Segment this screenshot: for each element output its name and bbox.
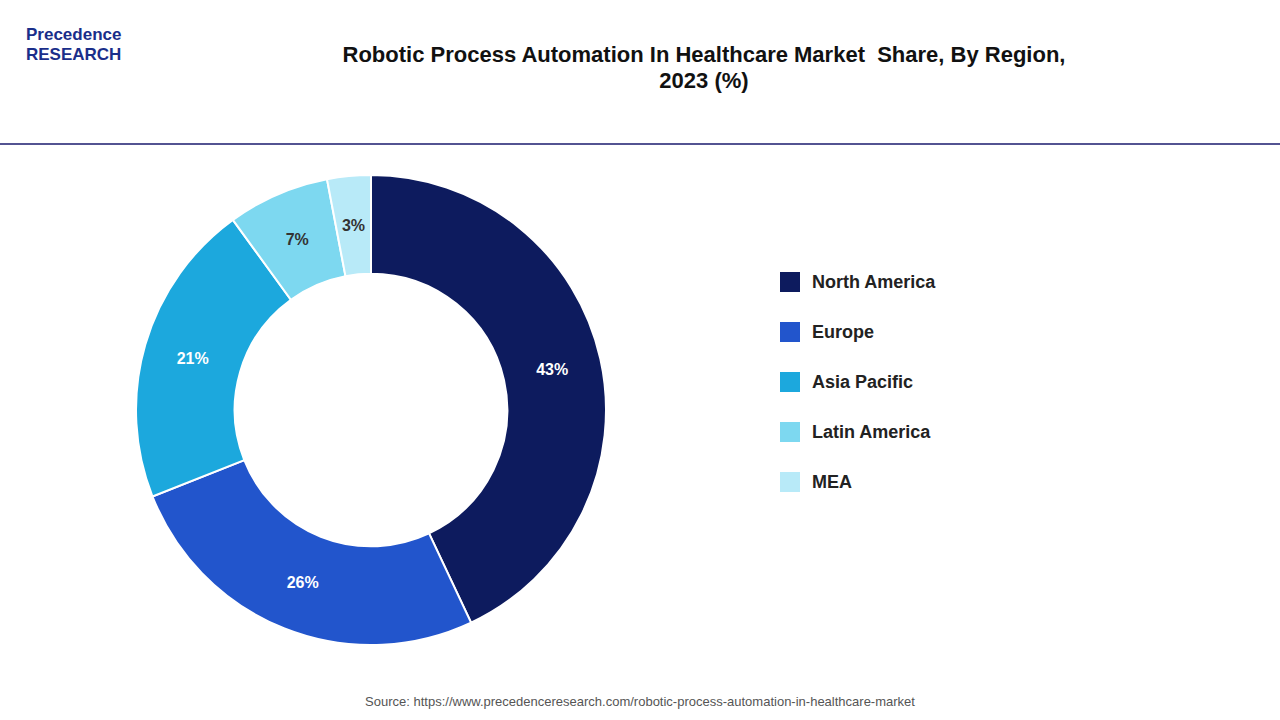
legend-label: Latin America <box>812 422 931 442</box>
header-separator <box>0 143 1280 145</box>
data-label: 7% <box>286 231 309 248</box>
legend-swatch <box>780 472 800 492</box>
donut-slice <box>233 179 346 300</box>
text-line: 2023 (%) <box>659 68 748 93</box>
legend: North America Europe Asia Pacific Latin Ame… <box>780 272 936 492</box>
chart-svg: PrecedenceRESEARCH Robotic Process Automa… <box>0 0 1280 720</box>
donut-slice <box>327 175 371 276</box>
legend-item: North America <box>780 272 936 292</box>
donut-slice <box>153 460 472 645</box>
legend-swatch <box>780 372 800 392</box>
legend-item: MEA <box>780 472 852 492</box>
logo-text: PrecedenceRESEARCH <box>26 25 121 64</box>
legend-item: Europe <box>780 322 874 342</box>
legend-swatch <box>780 322 800 342</box>
legend-label: North America <box>812 272 936 292</box>
legend-item: Asia Pacific <box>780 372 913 392</box>
legend-swatch <box>780 272 800 292</box>
text-line: Precedence <box>26 25 121 44</box>
legend-swatch <box>780 422 800 442</box>
text-line: Robotic Process Automation In Healthcare… <box>343 42 1066 67</box>
legend-item: Latin America <box>780 422 931 442</box>
legend-label: MEA <box>812 472 852 492</box>
data-label: 21% <box>177 350 209 367</box>
data-label: 3% <box>342 217 365 234</box>
data-label: 43% <box>536 361 568 378</box>
legend-label: Asia Pacific <box>812 372 913 392</box>
text-line: RESEARCH <box>26 45 121 64</box>
data-label: 26% <box>287 574 319 591</box>
legend-label: Europe <box>812 322 874 342</box>
chart-title: Robotic Process Automation In Healthcare… <box>343 42 1066 93</box>
source-text: Source: https://www.precedenceresearch.c… <box>365 694 915 709</box>
data-labels: 43% 26% 21% 7% 3% <box>177 217 568 591</box>
chart-container: PrecedenceRESEARCH Robotic Process Automa… <box>0 0 1280 720</box>
donut-group <box>136 175 606 645</box>
